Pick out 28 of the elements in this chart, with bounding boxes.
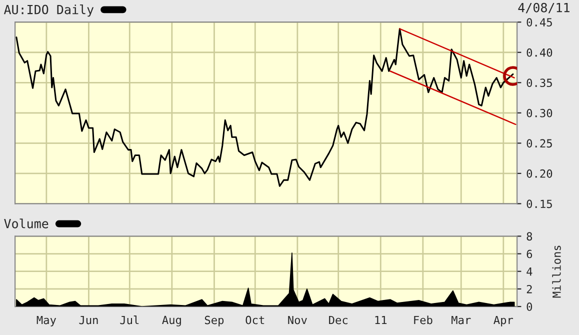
y-tick-label: 2 bbox=[526, 284, 532, 294]
x-tick-label: Jul bbox=[120, 316, 139, 324]
x-tick-label: Dec bbox=[329, 316, 348, 324]
y-axis-title: Millions bbox=[552, 246, 561, 298]
y-tick-label: 8 bbox=[526, 232, 532, 241]
x-tick-label: Mar bbox=[452, 316, 471, 324]
y-tick-label: 0.40 bbox=[526, 48, 552, 57]
text: 4/08/11 bbox=[518, 2, 570, 14]
x-tick-label: Jun bbox=[79, 316, 98, 324]
y-tick-label: 0.15 bbox=[526, 200, 552, 208]
y-tick-label: 0.35 bbox=[526, 78, 552, 88]
y-tick-label: 0.20 bbox=[526, 169, 552, 178]
y-tick-label: 0.30 bbox=[526, 108, 552, 118]
x-tick-label: Nov bbox=[288, 316, 307, 324]
x-tick-label: Aug bbox=[162, 316, 181, 326]
x-tick-label: Oct bbox=[246, 316, 264, 324]
y-tick-label: 0.25 bbox=[526, 139, 552, 148]
x-tick-label: Sep bbox=[204, 316, 224, 326]
x-tick-label: 11 bbox=[375, 316, 387, 324]
x-tick-label: Apr bbox=[494, 316, 514, 326]
y-tick-label: 4 bbox=[526, 268, 532, 276]
y-tick-label: 6 bbox=[526, 250, 532, 258]
y-tick-label: 0 bbox=[526, 302, 532, 311]
y-tick-label: 0.45 bbox=[526, 18, 552, 27]
x-tick-label: Feb bbox=[414, 316, 432, 324]
legend-label: AU:IDO Daily bbox=[4, 4, 94, 17]
legend-label: Volume bbox=[4, 218, 48, 228]
x-tick-label: May bbox=[36, 316, 56, 326]
